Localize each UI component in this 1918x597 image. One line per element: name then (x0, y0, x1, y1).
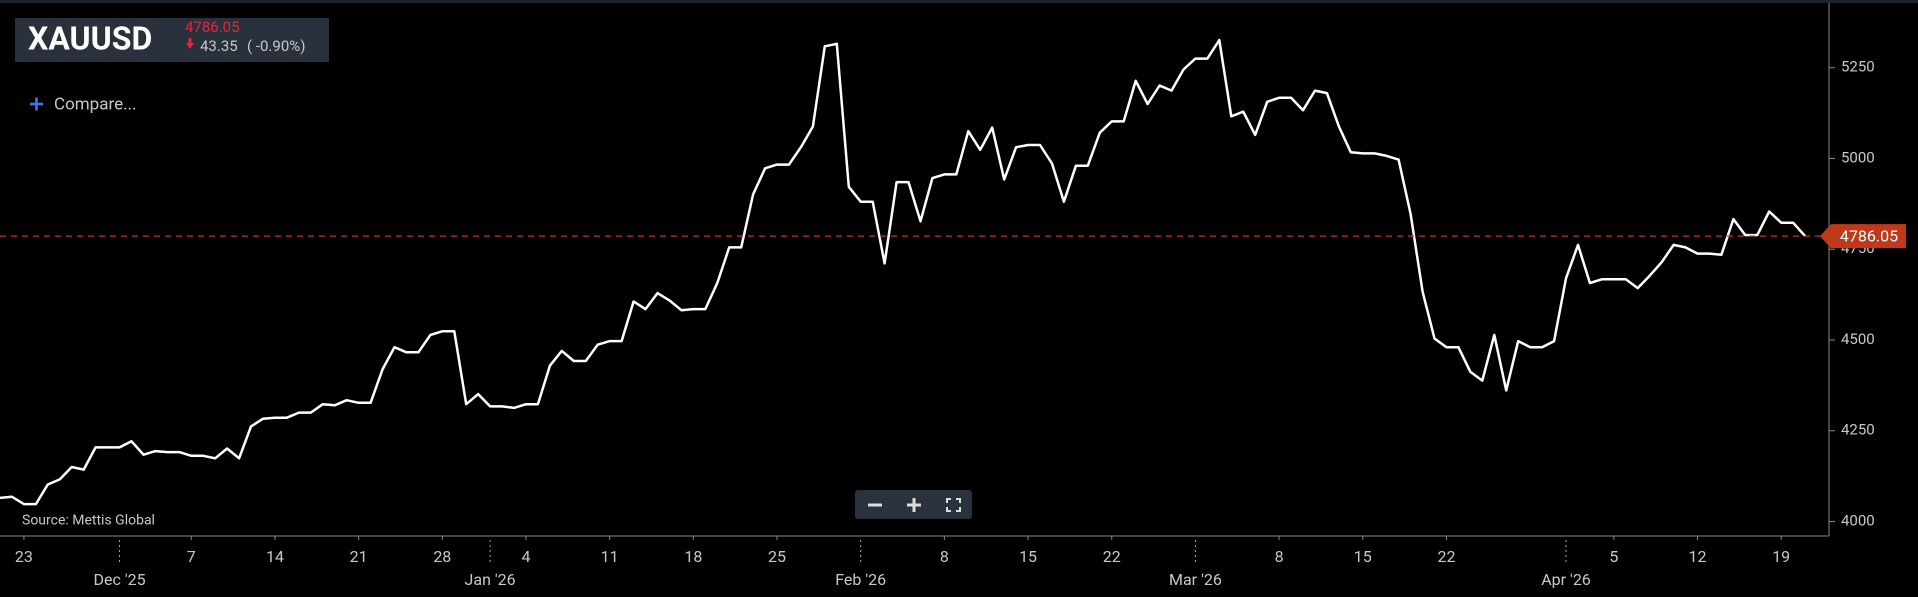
x-tick-label: 8 (940, 547, 949, 566)
zoom-in[interactable] (907, 498, 921, 512)
x-tick-label: 12 (1689, 547, 1707, 566)
x-tick-label: 19 (1772, 547, 1790, 566)
x-tick-label: 4 (521, 547, 530, 566)
compare-label[interactable]: Compare... (54, 94, 137, 114)
month-label: Jan '26 (465, 570, 516, 589)
x-tick-label: 7 (187, 547, 196, 566)
x-tick-label: 14 (266, 547, 284, 566)
month-label: Mar '26 (1169, 570, 1222, 589)
y-tick-label: 5250 (1841, 58, 1875, 76)
change-percent: ( -0.90%) (247, 37, 305, 55)
last-price-tag (1820, 224, 1906, 249)
x-tick-label: 8 (1275, 547, 1284, 566)
price-line (0, 38, 1807, 506)
x-tick-label: 21 (350, 547, 368, 566)
y-tick-label: 4000 (1841, 511, 1875, 529)
x-tick-label: 15 (1354, 547, 1372, 566)
symbol-box (15, 18, 329, 62)
x-tick-label: 18 (684, 547, 702, 566)
y-tick-label: 4250 (1841, 421, 1875, 439)
change: 43.35 (200, 37, 238, 55)
x-tick-label: 22 (1437, 547, 1455, 566)
y-tick-label: 5000 (1841, 148, 1875, 166)
month-label: Dec '25 (93, 570, 145, 589)
month-label: Apr '26 (1541, 570, 1591, 589)
x-tick-label: 11 (601, 547, 619, 566)
compare-button[interactable]: Compare... (30, 94, 137, 114)
month-label: Feb '26 (835, 570, 886, 589)
down-arrow (186, 38, 194, 49)
source: Source: Mettis Global (22, 513, 155, 529)
x-tick-label: 25 (768, 547, 786, 566)
symbol: XAUUSD (28, 19, 152, 57)
last-price-label: 4786.05 (1840, 226, 1898, 245)
x-tick-label: 23 (15, 547, 33, 566)
x-tick-label: 15 (1019, 547, 1037, 566)
top-border (0, 0, 1918, 3)
last-price: 4786.05 (185, 18, 240, 36)
x-tick-label: 22 (1103, 547, 1121, 566)
fullscreen[interactable] (946, 498, 961, 512)
x-tick-label: 28 (433, 547, 451, 566)
x-tick-label: 5 (1609, 547, 1618, 566)
y-tick-label: 4500 (1841, 330, 1875, 348)
plus-icon (30, 97, 43, 111)
